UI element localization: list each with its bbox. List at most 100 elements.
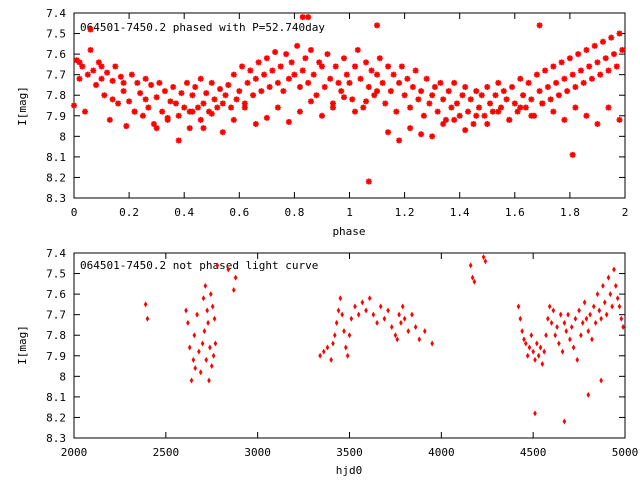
phased-data-point: [451, 79, 458, 86]
light-curve-data-point: [189, 377, 194, 384]
phased-data-point: [200, 125, 207, 132]
phased-data-point: [310, 71, 317, 78]
phased-data-point: [509, 84, 516, 90]
light-curve-data-point: [529, 332, 534, 339]
light-curve-data-point: [524, 340, 528, 347]
phased-data-point: [453, 100, 460, 107]
light-curve-data-point: [212, 315, 217, 322]
phased-data-point: [189, 108, 196, 115]
phased-data-point: [106, 116, 113, 123]
phased-data-point: [536, 22, 543, 29]
phased-data-point: [205, 108, 212, 115]
light-curve-data-point: [562, 319, 567, 326]
phased-data-point: [71, 102, 77, 109]
phased-data-point: [250, 92, 257, 99]
phased-data-point: [555, 92, 562, 99]
phased-data-point: [148, 81, 155, 88]
phased-data-point: [230, 71, 237, 78]
phased-data-point: [219, 129, 226, 136]
light-curve-y-tick-label: 7.5: [46, 268, 66, 281]
light-curve-data-point: [231, 287, 236, 293]
phased-data-point: [236, 88, 243, 95]
phased-data-point: [478, 92, 485, 99]
phased-data-point: [495, 79, 502, 86]
phased-data-point: [211, 96, 218, 103]
phased-axis-ticks: 0 0.2 0.4 0.6 0.8 1 1.2 1.4 1.6 1.8 2 7.4 7.5 7.6 7.7 7…: [46, 7, 628, 219]
phased-data-point: [126, 98, 133, 105]
light-curve-data-point: [610, 303, 614, 310]
phased-data-point: [404, 75, 411, 82]
light-curve-data-point: [367, 295, 372, 302]
phased-data-point: [219, 100, 226, 107]
light-curve-data-point: [209, 363, 214, 370]
light-curve-data-point: [527, 344, 532, 351]
phased-data-point: [357, 75, 364, 82]
phased-data-point: [498, 104, 505, 111]
light-curve-data-point: [187, 344, 192, 351]
phased-data-point: [170, 84, 177, 90]
phased-data-point: [586, 63, 593, 70]
light-curve-data-point: [557, 340, 561, 347]
phased-data-point: [340, 94, 347, 101]
phased-data-point: [365, 84, 372, 90]
light-curve-data-points: [143, 254, 625, 425]
light-curve-data-point: [226, 266, 231, 273]
phased-data-point: [354, 47, 361, 53]
phased-data-point: [305, 14, 312, 21]
light-curve-data-point: [206, 319, 210, 326]
light-curve-data-point: [538, 344, 543, 351]
light-curve-data-point: [586, 328, 591, 335]
light-curve-data-point: [619, 315, 624, 322]
phased-data-point: [352, 108, 359, 115]
light-curve-data-point: [472, 278, 477, 285]
phased-data-point: [117, 73, 124, 80]
light-curve-data-point: [430, 340, 434, 347]
light-curve-chart: 064501-7450.2 not phased light curve hjd…: [16, 247, 638, 477]
phased-data-point: [291, 71, 298, 78]
light-curve-data-point: [602, 299, 607, 306]
light-curve-data-point: [612, 266, 616, 273]
light-curve-data-point: [336, 307, 341, 314]
phased-data-point: [503, 96, 510, 103]
light-curve-data-point: [546, 315, 550, 322]
phased-data-point: [230, 116, 237, 123]
phased-data-point: [244, 79, 251, 86]
light-curve-x-axis-label: hjd0: [336, 464, 363, 477]
phased-data-point: [484, 121, 491, 127]
light-curve-data-point: [331, 340, 335, 347]
phased-data-point: [84, 71, 91, 78]
light-curve-data-point: [364, 307, 368, 314]
phased-data-point: [385, 63, 392, 70]
phased-data-point: [520, 92, 527, 99]
light-curve-data-point: [399, 319, 403, 326]
phased-data-point: [619, 47, 626, 53]
light-curve-data-point: [202, 328, 207, 335]
phased-data-point: [247, 67, 254, 74]
phased-data-point: [352, 63, 359, 70]
phased-data-point: [95, 59, 102, 66]
phased-x-tick-label: 0: [71, 206, 78, 219]
light-curve-data-point: [522, 336, 526, 343]
light-curve-data-point: [564, 328, 569, 335]
phased-data-point: [564, 88, 571, 95]
light-curve-data-point: [215, 262, 220, 269]
phased-data-point: [481, 112, 488, 119]
light-curve-data-point: [547, 303, 552, 310]
light-curve-y-tick-label: 8.2: [46, 411, 66, 424]
light-curve-data-point: [558, 311, 563, 318]
light-curve-x-tick-label: 2000: [61, 446, 88, 459]
light-curve-data-point: [204, 356, 209, 363]
light-curve-data-point: [481, 254, 486, 261]
phased-data-point: [462, 127, 469, 134]
phased-data-point: [324, 51, 331, 58]
phased-data-point: [547, 96, 554, 103]
phased-data-point: [200, 100, 207, 107]
phased-data-point: [150, 121, 157, 127]
phased-data-point: [418, 88, 425, 95]
phased-data-point: [159, 108, 166, 115]
light-curve-x-tick-label: 4000: [428, 446, 455, 459]
phased-data-point: [340, 55, 347, 62]
phased-data-point: [588, 75, 595, 82]
phased-data-point: [382, 100, 389, 107]
phased-data-point: [605, 104, 612, 111]
